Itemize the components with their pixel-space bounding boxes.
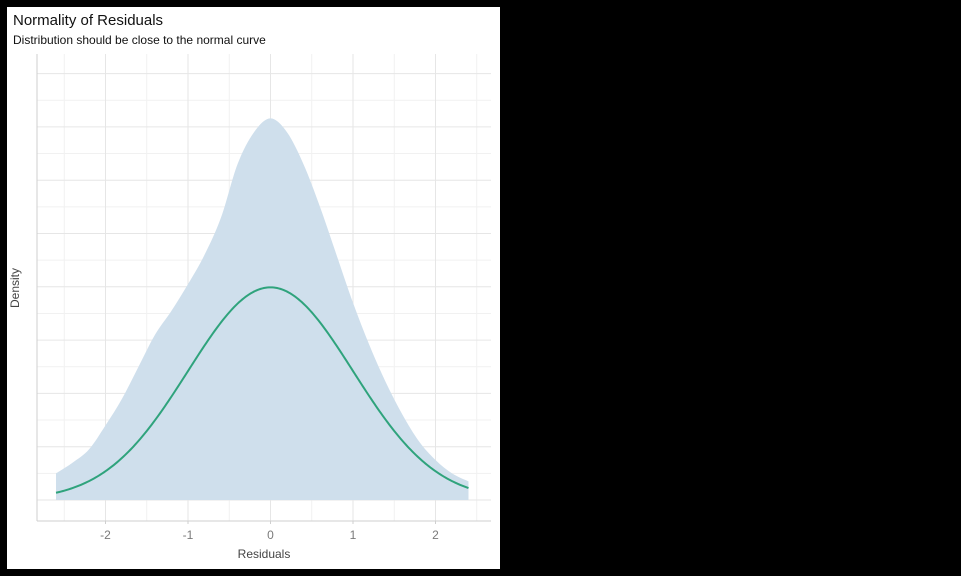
x-tick-label: 0 <box>267 528 274 542</box>
x-tick-label: -2 <box>100 528 111 542</box>
x-tick-label: 1 <box>350 528 357 542</box>
x-axis-label: Residuals <box>237 547 291 561</box>
normal-curve-line <box>55 286 469 494</box>
x-tick-label: -1 <box>183 528 194 542</box>
density-area <box>56 118 469 500</box>
chart-subtitle: Distribution should be close to the norm… <box>13 33 266 47</box>
plot-area: -2 -1 0 1 2 <box>36 54 491 542</box>
chart-title: Normality of Residuals <box>13 12 164 29</box>
chart-panel: -2 -1 0 1 2 Normality of Residuals Distribut… <box>7 7 500 569</box>
x-tick-label: 2 <box>432 528 439 542</box>
y-axis-label: Density <box>8 267 22 309</box>
